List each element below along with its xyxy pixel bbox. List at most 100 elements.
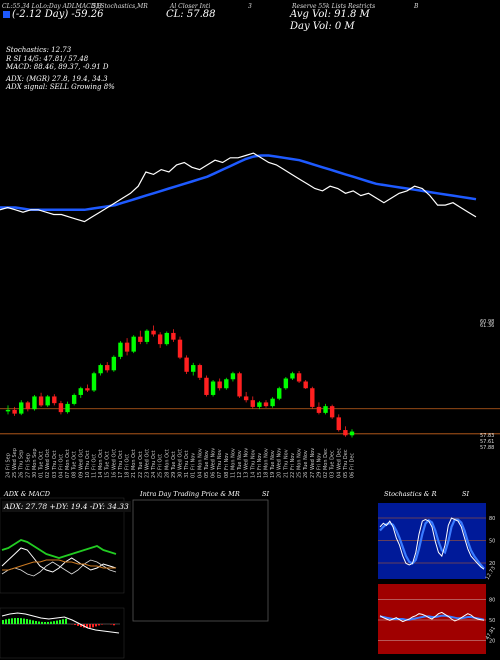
date-tick: 10 Thu Oct [85, 450, 91, 478]
date-tick: 14 Mon Oct [98, 449, 104, 478]
macd-hist-bar [47, 621, 49, 624]
legend-square [3, 11, 10, 18]
candle-body [270, 398, 275, 407]
macd-hist-bar [98, 624, 100, 626]
candle-body [25, 402, 31, 410]
macd-hist-bar [38, 621, 40, 624]
date-tick: 30 Wed Oct [178, 449, 184, 478]
date-tick: 26 Tue Nov [303, 450, 309, 478]
macd-hist-bar [35, 621, 37, 624]
candle-body [105, 365, 110, 371]
date-tick: 03 Tue Dec [330, 450, 336, 478]
header-item-5: Reserve 55k Lists Restricts [292, 3, 376, 10]
candle-body [349, 431, 355, 436]
candle-body [91, 373, 97, 391]
candle-body [329, 406, 335, 418]
date-tick: 25 Wed Sep [12, 448, 18, 478]
macd-hist-bar [41, 621, 43, 624]
candle-body [124, 342, 130, 352]
macd-hist-bar [2, 620, 4, 624]
date-tick: 21 Thu Nov [283, 449, 289, 478]
macd-hist-bar [20, 618, 22, 624]
macd-hist-bar [74, 624, 76, 625]
stats-block: Stochastics: 12.73 R SI 14/5: 47.81/ 57.… [6, 46, 115, 92]
candle-body [171, 332, 176, 340]
macd-hist-bar [44, 621, 46, 624]
candle-body [85, 388, 90, 391]
candle-body [118, 342, 123, 357]
intraday-panel [132, 499, 269, 622]
candle-body [32, 396, 37, 410]
candle-body [323, 406, 328, 413]
date-tick: 29 Fri Nov [316, 453, 322, 478]
adx-badge: ADX: 27.78 +DY: 19.4 -DY: 34.33 [2, 501, 131, 512]
candle-body [65, 403, 70, 413]
stoch-axis-label: 80 [489, 516, 495, 522]
date-tick: 04 Wed Dec [336, 448, 342, 478]
candle-body [217, 381, 222, 389]
macd-hist-bar [14, 618, 16, 624]
candle-body [19, 402, 24, 414]
date-tick: 03 Thu Oct [52, 450, 58, 478]
candle-body [290, 373, 295, 379]
date-tick: 16 Wed Oct [111, 449, 117, 478]
stat-macd: MACD: 88.46, 89.37, -0.91 D [6, 63, 109, 71]
candle-body [310, 388, 315, 407]
adx-panel [0, 497, 125, 594]
candle-body [224, 379, 229, 389]
candle-body [184, 357, 189, 372]
candle-body [230, 373, 236, 380]
candle-body [177, 339, 183, 358]
adx-white-line-2 [1, 559, 117, 577]
date-tick: 30 Mon Sep [32, 448, 38, 478]
date-tick: 18 Fri Oct [125, 454, 131, 478]
candle-body [12, 409, 17, 414]
date-tick: 07 Thu Nov [217, 449, 223, 478]
macd-hist-bar [77, 624, 79, 626]
macd-hist-bar [95, 624, 97, 627]
macd-hist-bar [8, 618, 10, 624]
macd-hist-bar [53, 621, 55, 624]
rsi-axis-label: 20 [489, 638, 495, 644]
date-tick: 31 Thu Oct [184, 450, 190, 478]
candle-body [45, 396, 50, 406]
stoch-last-value: 12.73 [485, 566, 497, 581]
date-tick: 25 Fri Oct [158, 454, 164, 478]
date-tick: 11 Mon Nov [230, 448, 236, 478]
date-tick: 15 Fri Nov [257, 453, 263, 478]
header-line: CL:55.34 LoLo:Day ADLMACD,B SI,Stochasti… [2, 3, 498, 10]
price-label: 57.88 [480, 445, 494, 451]
candle-body [303, 381, 308, 389]
adx-orange-line [2, 559, 116, 571]
date-tick: 05 Thu Dec [343, 449, 349, 478]
header-item-3: Al Closer Inti [170, 3, 211, 10]
candle-body [151, 330, 156, 335]
macd-hist-bar [5, 619, 7, 624]
header-item-4: 3 [248, 3, 252, 10]
macd-hist-bar [32, 620, 34, 624]
macd-hist-bar [23, 618, 25, 624]
rsi-smooth-line [379, 614, 485, 621]
day-vol-label: Day Vol: 0 M [290, 21, 355, 32]
date-tick: 04 Mon Nov [197, 448, 203, 478]
close-label: CL: 57.88 [166, 9, 216, 20]
candle-body [250, 400, 255, 407]
date-tick: 24 Thu Oct [151, 450, 157, 478]
date-tick: 17 Thu Oct [118, 450, 124, 478]
macd-hist-bar [101, 624, 103, 625]
candle-body [5, 409, 11, 412]
price-label: 57.61 [480, 439, 494, 445]
avg-line [0, 154, 477, 212]
candle-body [78, 388, 83, 395]
date-tick: 02 Mon Dec [323, 448, 329, 478]
macd-hist-bar [62, 619, 64, 624]
candle-body [204, 377, 209, 395]
candle-body [343, 430, 348, 436]
stoch-d-line [379, 518, 485, 570]
date-tick: 27 Fri Sep [25, 453, 31, 478]
candle-body [191, 365, 196, 372]
stat-stochastics: Stochastics: 12.73 [6, 46, 72, 54]
date-tick: 02 Wed Oct [45, 449, 51, 478]
date-tick: 08 Tue Oct [72, 451, 78, 478]
macd-hist-bar [65, 618, 67, 624]
